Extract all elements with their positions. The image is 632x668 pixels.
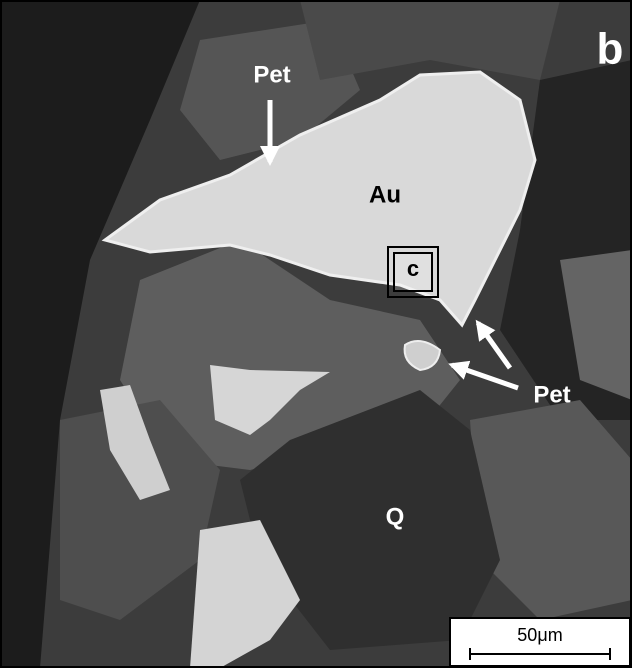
mineral-label: Q <box>386 503 405 530</box>
panel-label: b <box>597 25 624 74</box>
scale-bar-label: 50μm <box>517 625 562 645</box>
micrograph: b Pet Au c Pet Q 50μm <box>0 0 632 668</box>
inset-label: c <box>407 256 419 281</box>
mineral-label: Au <box>369 181 401 208</box>
mineral-label: Pet <box>253 61 290 88</box>
mineral-label: Pet <box>533 381 570 408</box>
page: b Pet Au c Pet Q 50μm (() => { const dat… <box>0 0 632 668</box>
